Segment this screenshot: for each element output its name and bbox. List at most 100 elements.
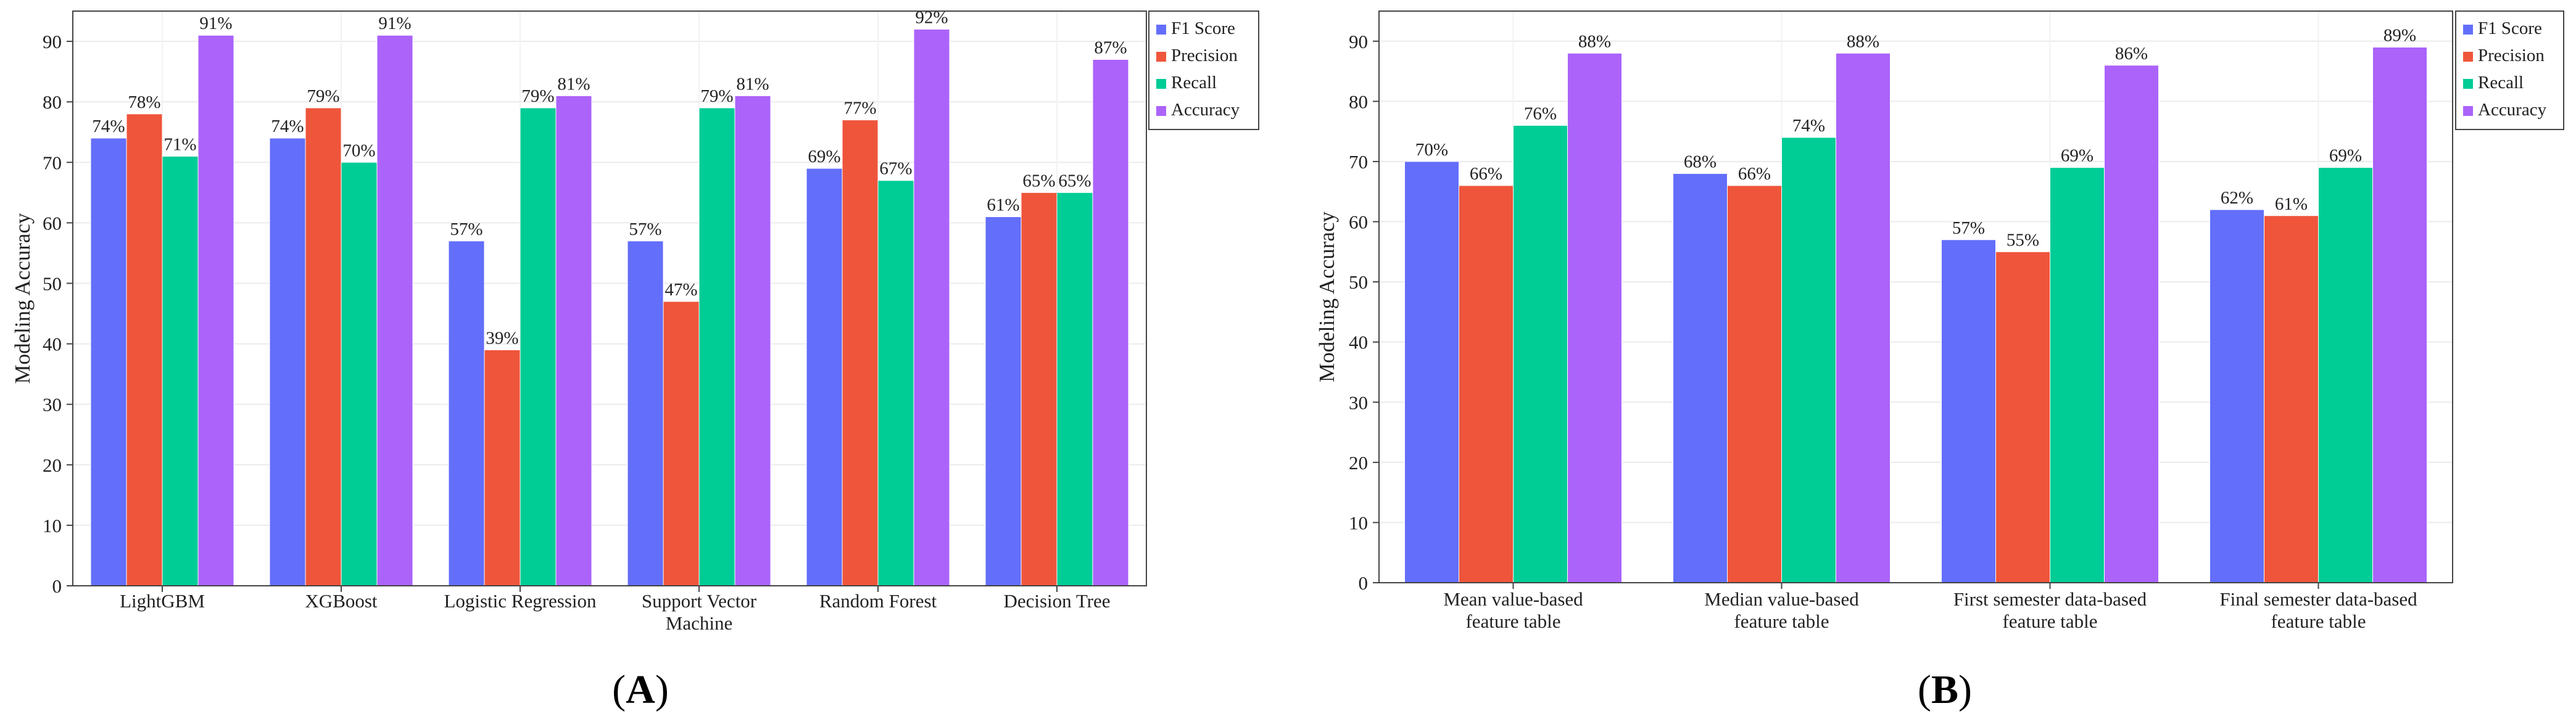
data-label: 57% xyxy=(450,220,482,239)
y-tick-label: 70 xyxy=(43,152,62,173)
data-label: 65% xyxy=(1058,171,1091,191)
data-label: 91% xyxy=(199,14,232,33)
y-tick-label: 30 xyxy=(43,394,62,416)
bar-accuracy xyxy=(376,35,413,586)
bar-precision xyxy=(1021,192,1058,586)
legend: F1 Score Precision Recall Accuracy xyxy=(2455,10,2564,130)
y-tick-label: 90 xyxy=(43,31,62,52)
panel-label: (B) xyxy=(1918,667,1972,712)
x-tick-label: Support Vector xyxy=(642,590,757,612)
y-tick-label: 20 xyxy=(1349,452,1368,474)
bar-recall xyxy=(2318,167,2373,583)
y-tick-label: 30 xyxy=(1349,392,1368,413)
legend-box xyxy=(1148,10,1259,130)
bar-accuracy xyxy=(2104,65,2159,583)
bar-precision xyxy=(1995,251,2050,583)
bar-f1-score xyxy=(2209,209,2264,583)
y-tick-label: 50 xyxy=(43,273,62,294)
legend-swatch xyxy=(1156,106,1166,116)
data-label: 74% xyxy=(1792,116,1825,136)
y-tick-label: 60 xyxy=(43,212,62,234)
panel-label-paren: ( xyxy=(612,667,626,712)
bar-f1-score xyxy=(1941,239,1996,583)
legend-swatch xyxy=(2463,52,2473,62)
bar-f1-score xyxy=(269,138,306,586)
bar-recall xyxy=(1056,192,1093,586)
bar-precision xyxy=(305,107,342,586)
data-label: 61% xyxy=(987,195,1019,215)
bar-accuracy xyxy=(555,95,592,586)
panel-label-letter: B xyxy=(1931,667,1958,712)
legend-swatch xyxy=(2463,79,2473,89)
y-tick-label: 10 xyxy=(43,515,62,536)
legend-label: Precision xyxy=(1171,46,1238,65)
data-label: 65% xyxy=(1022,171,1055,191)
data-label: 77% xyxy=(843,99,876,118)
data-label: 79% xyxy=(700,86,733,106)
bar-accuracy xyxy=(913,28,950,586)
data-label: 61% xyxy=(2275,194,2308,214)
data-label: 81% xyxy=(557,74,590,94)
x-tick-label: LightGBM xyxy=(120,590,205,612)
data-label: 88% xyxy=(1847,31,1879,51)
panel-label-paren: ) xyxy=(655,667,669,712)
bar-precision xyxy=(484,349,521,586)
bar-recall xyxy=(520,107,557,586)
bar-accuracy xyxy=(2372,47,2427,583)
data-label: 79% xyxy=(307,86,339,106)
bar-recall xyxy=(162,155,199,586)
legend-label: F1 Score xyxy=(2478,18,2542,38)
legend-label: Recall xyxy=(1171,73,1217,92)
bar-f1-score xyxy=(806,168,843,586)
x-tick-label: XGBoost xyxy=(305,590,378,612)
bar-recall xyxy=(2050,167,2105,583)
bar-recall xyxy=(341,162,378,586)
x-tick-label: feature table xyxy=(1734,610,1829,632)
data-label: 86% xyxy=(2115,44,2148,64)
x-tick-label: Decision Tree xyxy=(1003,590,1110,612)
panel-label-paren: ) xyxy=(1958,667,1972,712)
bar-precision xyxy=(2264,215,2319,583)
y-tick-label: 0 xyxy=(52,575,62,597)
bar-recall xyxy=(698,107,735,586)
x-tick-label: feature table xyxy=(2271,610,2366,632)
y-tick-label: 90 xyxy=(1349,31,1368,52)
y-tick-label: 40 xyxy=(43,334,62,355)
bar-recall xyxy=(877,180,914,586)
plot-frame xyxy=(72,10,1147,586)
plot-area xyxy=(73,11,1146,586)
y-tick-label: 80 xyxy=(1349,91,1368,112)
data-label: 66% xyxy=(1738,164,1771,184)
bar-precision xyxy=(663,301,700,586)
bar-precision xyxy=(842,120,879,586)
legend-label: F1 Score xyxy=(1171,18,1235,38)
data-label: 69% xyxy=(808,147,840,166)
legend-label: Precision xyxy=(2478,46,2545,65)
data-label: 39% xyxy=(486,328,518,348)
data-label: 47% xyxy=(665,280,697,300)
data-label: 57% xyxy=(1952,218,1985,238)
legend-swatch xyxy=(1156,79,1166,89)
legend-swatch xyxy=(1156,25,1166,35)
y-tick-label: 20 xyxy=(43,454,62,476)
data-label: 57% xyxy=(629,220,661,239)
bar-precision xyxy=(126,113,163,586)
bar-accuracy xyxy=(1836,52,1891,583)
x-tick-label: feature table xyxy=(1465,610,1560,632)
data-label: 62% xyxy=(2221,188,2253,208)
legend-label: Accuracy xyxy=(1171,100,1240,120)
y-tick-label: 0 xyxy=(1359,572,1369,594)
bar-recall xyxy=(1781,137,1836,583)
x-tick-label: Machine xyxy=(666,612,732,634)
y-tick-label: 10 xyxy=(1349,512,1368,533)
bar-accuracy xyxy=(197,35,234,586)
data-label: 69% xyxy=(2329,146,2362,166)
bar-precision xyxy=(1459,185,1514,583)
y-tick-label: 70 xyxy=(1349,151,1368,173)
data-label: 81% xyxy=(736,74,769,94)
x-tick-label: Random Forest xyxy=(819,590,937,612)
legend-swatch xyxy=(2463,25,2473,35)
legend-box xyxy=(2455,10,2564,130)
panel-label-paren: ( xyxy=(1918,667,1931,712)
